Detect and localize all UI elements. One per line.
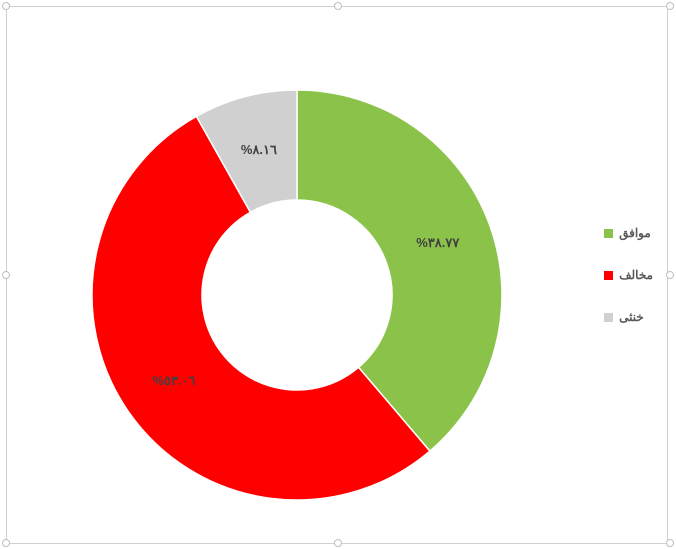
legend-item-neutral: خنثی <box>604 310 653 324</box>
resize-handle-tl[interactable] <box>2 2 10 10</box>
resize-handle-mb[interactable] <box>334 539 342 547</box>
chart-frame: ٣٨.٧٧% ٥٣.٠٦% ٨.١٦% موافق مخالف خنثی <box>6 6 668 544</box>
slice-label-agree: ٣٨.٧٧% <box>416 235 459 251</box>
legend-swatch-agree <box>604 229 613 238</box>
slice-label-neutral: ٨.١٦% <box>241 142 277 158</box>
legend: موافق مخالف خنثی <box>604 198 653 352</box>
donut-slices <box>92 90 502 500</box>
resize-handle-br[interactable] <box>666 539 674 547</box>
resize-handle-mt[interactable] <box>334 2 342 10</box>
resize-handle-bl[interactable] <box>2 539 10 547</box>
resize-handle-tr[interactable] <box>666 2 674 10</box>
legend-label-agree: موافق <box>619 226 651 240</box>
legend-item-disagree: مخالف <box>604 268 653 282</box>
slice-label-disagree: ٥٣.٠٦% <box>152 373 195 389</box>
donut-chart <box>37 27 557 547</box>
legend-label-neutral: خنثی <box>619 310 644 324</box>
legend-label-disagree: مخالف <box>619 268 653 282</box>
legend-swatch-neutral <box>604 313 613 322</box>
resize-handle-ml[interactable] <box>2 271 10 279</box>
legend-swatch-disagree <box>604 271 613 280</box>
resize-handle-mr[interactable] <box>666 271 674 279</box>
legend-item-agree: موافق <box>604 226 653 240</box>
chart-area: ٣٨.٧٧% ٥٣.٠٦% ٨.١٦% موافق مخالف خنثی <box>7 7 667 543</box>
